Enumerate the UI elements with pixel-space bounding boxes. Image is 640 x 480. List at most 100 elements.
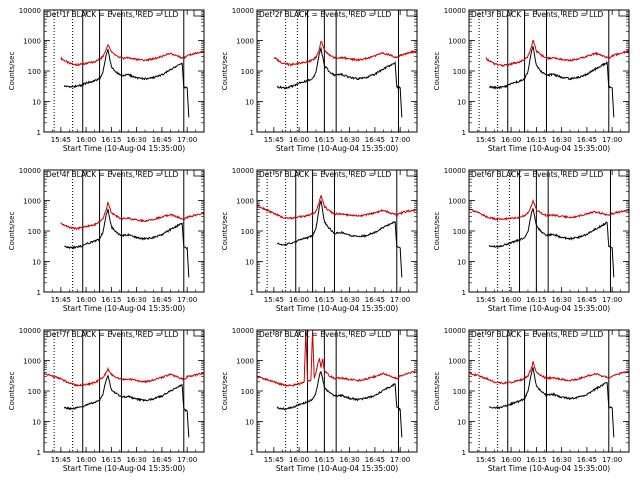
x-tick-label: 16:15: [101, 456, 121, 464]
x-tick-label: 17:00: [602, 136, 622, 144]
y-tick-label: 1000: [448, 38, 466, 46]
x-tick-label: 16:15: [314, 296, 334, 304]
plot-frame: [43, 9, 205, 133]
y-tick-label: 10: [457, 259, 466, 267]
y-tick-label: 1: [462, 129, 466, 137]
x-tick-label: 16:15: [101, 136, 121, 144]
x-tick-label: 16:00: [501, 296, 521, 304]
detector-panel-6: 1 10 100 1000 10000 15:45 16:00 16:15 16:30 16:45…: [433, 167, 630, 313]
y-axis-label: Counts/sec: [8, 372, 16, 411]
panel-title: Det 1f BLACK = Events, RED = LLD: [46, 10, 179, 19]
y-tick-label: 1: [37, 289, 41, 297]
event-rate-trace: [63, 375, 190, 438]
x-axis-label: Start Time (10-Aug-04 15:35:00): [488, 464, 610, 473]
plot-frame: [256, 9, 418, 133]
x-tick-label: 16:15: [526, 296, 546, 304]
event-rate-trace: [488, 208, 615, 278]
y-axis-label: Counts/sec: [8, 212, 16, 251]
y-tick-label: 10: [245, 419, 254, 427]
y-tick-label: 10000: [19, 7, 41, 15]
y-tick-label: 1000: [23, 198, 41, 206]
y-tick-label: 1: [462, 449, 466, 457]
x-tick-label: 16:45: [365, 136, 385, 144]
x-tick-label: 16:45: [365, 296, 385, 304]
x-tick-label: 15:45: [264, 456, 284, 464]
y-tick-label: 1000: [23, 38, 41, 46]
panel-title: Det 7f BLACK = Events, RED = LLD: [46, 330, 179, 339]
x-tick-label: 16:45: [365, 456, 385, 464]
panel-title: Det 3f BLACK = Events, RED = LLD: [471, 10, 604, 19]
x-axis-label: Start Time (10-Aug-04 15:35:00): [63, 464, 185, 473]
y-tick-label: 1000: [448, 198, 466, 206]
event-rate-trace: [63, 49, 190, 118]
x-tick-label: 17:00: [602, 296, 622, 304]
y-tick-label: 10000: [232, 167, 254, 175]
x-tick-label: 15:45: [476, 296, 496, 304]
y-tick-label: 1: [250, 449, 254, 457]
x-tick-label: 15:45: [264, 136, 284, 144]
detector-panel-7: 1 10 100 1000 10000 15:45 16:00 16:15 16:30 16:45…: [8, 327, 205, 473]
x-axis-label: Start Time (10-Aug-04 15:35:00): [488, 304, 610, 313]
x-tick-label: 16:00: [289, 456, 309, 464]
detector-panel-9: 1 10 100 1000 10000 15:45 16:00 16:15 16:30 16:45…: [433, 327, 630, 473]
y-tick-label: 10: [32, 99, 41, 107]
x-tick-label: 17:00: [177, 296, 197, 304]
y-tick-label: 1000: [23, 358, 41, 366]
y-tick-label: 1000: [236, 358, 254, 366]
y-tick-label: 10000: [444, 167, 466, 175]
x-tick-label: 16:15: [526, 456, 546, 464]
x-tick-label: 15:45: [476, 456, 496, 464]
x-tick-label: 16:15: [526, 136, 546, 144]
lld-rate-trace: [273, 40, 417, 67]
y-tick-label: 10000: [232, 7, 254, 15]
panel-title: Det 6f BLACK = Events, RED = LLD: [471, 170, 604, 179]
y-tick-label: 1000: [236, 198, 254, 206]
detector-panel-5: 1 10 100 1000 10000 15:45 16:00 16:15 16:30 16:45…: [221, 167, 418, 313]
panel-title: Det 4f BLACK = Events, RED = LLD: [46, 170, 179, 179]
x-tick-label: 17:00: [390, 456, 410, 464]
x-tick-label: 16:00: [76, 296, 96, 304]
y-tick-label: 1000: [448, 358, 466, 366]
lld-rate-trace: [485, 39, 629, 68]
lld-rate-trace: [257, 330, 417, 387]
y-tick-label: 1: [462, 289, 466, 297]
x-tick-label: 16:00: [289, 296, 309, 304]
x-tick-label: 17:00: [390, 296, 410, 304]
event-rate-trace: [488, 367, 615, 438]
x-axis-label: Start Time (10-Aug-04 15:35:00): [276, 464, 398, 473]
x-tick-label: 16:45: [152, 296, 172, 304]
event-rate-trace: [64, 208, 190, 278]
x-tick-label: 16:00: [76, 136, 96, 144]
y-tick-label: 1: [250, 129, 254, 137]
x-tick-label: 16:30: [340, 456, 360, 464]
y-tick-label: 100: [241, 388, 254, 396]
x-tick-label: 16:00: [76, 456, 96, 464]
y-tick-label: 10: [32, 419, 41, 427]
x-tick-label: 16:00: [289, 136, 309, 144]
plot-frame: [468, 329, 630, 453]
y-tick-label: 10000: [444, 7, 466, 15]
x-tick-label: 16:15: [314, 136, 334, 144]
lld-rate-trace: [469, 361, 629, 385]
x-tick-label: 15:45: [51, 456, 71, 464]
y-tick-label: 10: [32, 259, 41, 267]
y-tick-label: 10000: [19, 167, 41, 175]
x-axis-label: Start Time (10-Aug-04 15:35:00): [63, 144, 185, 153]
detector-panel-8: 1 10 100 1000 10000 15:45 16:00 16:15 16:30 16:45…: [221, 327, 418, 473]
detector-panel-4: 1 10 100 1000 10000 15:45 16:00 16:15 16:30 16:45…: [8, 167, 205, 313]
x-tick-label: 16:30: [127, 136, 147, 144]
x-tick-label: 15:45: [264, 296, 284, 304]
y-tick-label: 10: [457, 419, 466, 427]
detector-panel-1: 1 10 100 1000 10000 15:45 16:00 16:15 16:30 16:45…: [8, 7, 205, 153]
x-tick-label: 16:00: [501, 456, 521, 464]
x-tick-label: 16:30: [552, 456, 572, 464]
y-axis-label: Counts/sec: [433, 52, 441, 91]
y-tick-label: 100: [28, 228, 41, 236]
y-tick-label: 1: [37, 449, 41, 457]
y-tick-label: 10: [457, 99, 466, 107]
x-tick-label: 17:00: [602, 456, 622, 464]
x-tick-label: 16:45: [577, 456, 597, 464]
x-tick-label: 15:45: [476, 136, 496, 144]
x-axis-label: Start Time (10-Aug-04 15:35:00): [276, 304, 398, 313]
x-tick-label: 16:30: [552, 296, 572, 304]
